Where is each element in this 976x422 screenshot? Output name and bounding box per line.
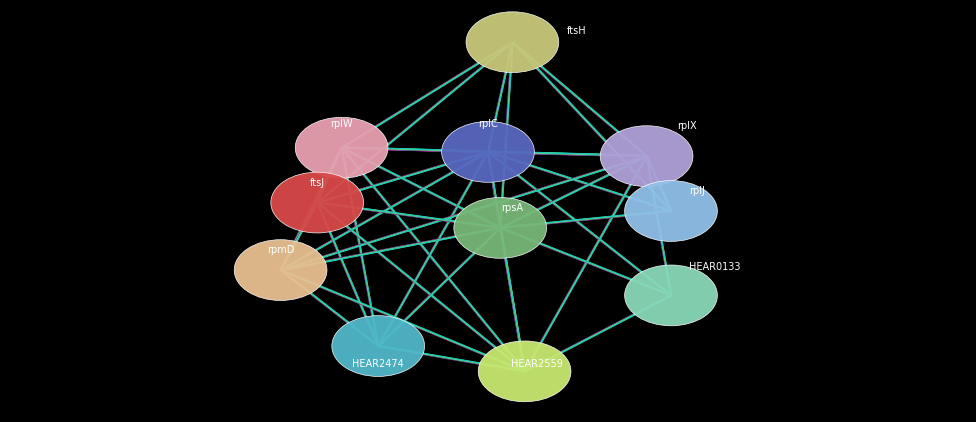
Ellipse shape: [454, 197, 547, 258]
Ellipse shape: [478, 341, 571, 402]
Text: rplC: rplC: [478, 119, 498, 129]
Ellipse shape: [270, 172, 363, 233]
Text: rpsA: rpsA: [502, 203, 523, 213]
Ellipse shape: [625, 181, 717, 241]
Ellipse shape: [296, 117, 388, 178]
Ellipse shape: [234, 240, 327, 300]
Text: HEAR2474: HEAR2474: [352, 359, 404, 369]
Text: HEAR0133: HEAR0133: [689, 262, 741, 272]
Text: rplW: rplW: [330, 119, 353, 129]
Ellipse shape: [332, 316, 425, 376]
Text: ftsH: ftsH: [567, 26, 587, 36]
Text: HEAR2559: HEAR2559: [510, 359, 563, 369]
Ellipse shape: [441, 122, 535, 182]
Text: ftsJ: ftsJ: [309, 178, 325, 188]
Text: rpmD: rpmD: [266, 245, 295, 255]
Ellipse shape: [625, 265, 717, 326]
Text: rplX: rplX: [677, 121, 697, 131]
Text: rplJ: rplJ: [689, 186, 706, 196]
Ellipse shape: [467, 12, 558, 73]
Ellipse shape: [600, 126, 693, 187]
